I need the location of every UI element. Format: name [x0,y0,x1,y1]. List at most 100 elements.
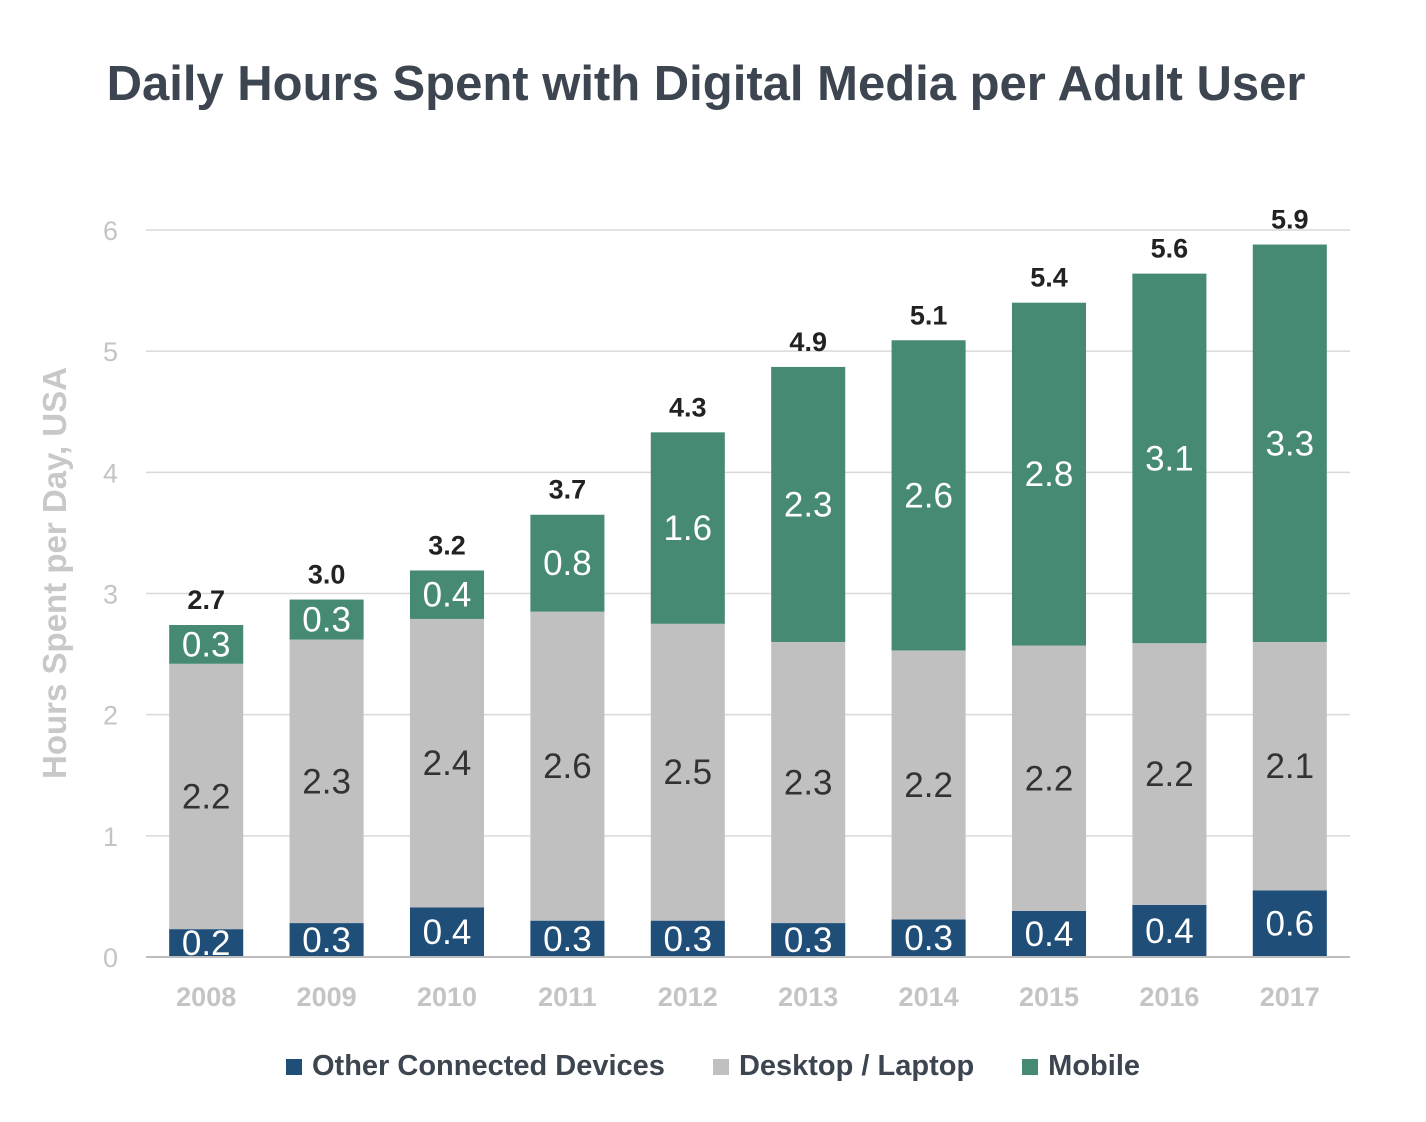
bar-segment [771,641,846,924]
bar-segment-label: 0.3 [302,601,351,640]
bar-segment [771,366,846,642]
bar-segment-label: 0.3 [182,625,231,664]
x-tick-label: 2010 [417,982,477,1012]
x-tick-label: 2016 [1139,982,1199,1012]
bar-segment [530,611,605,921]
bar-segment-label: 0.3 [784,921,833,960]
bar-segment-label: 0.4 [423,913,472,952]
bars: 0.22.20.32.70.32.30.33.00.42.40.43.20.32… [169,205,1327,963]
bar-segment-label: 3.3 [1265,424,1314,463]
bar-segment [289,639,364,924]
bar-segment [169,625,244,664]
bar-total-label: 5.1 [910,300,948,330]
bar-segment-label: 2.2 [1145,755,1194,794]
y-tick-label: 4 [103,458,118,488]
bar-segment-label: 2.1 [1265,747,1314,786]
legend-item: Desktop / Laptop [712,1050,975,1083]
bar-segment-label: 0.3 [302,921,351,960]
bar-segment-label: 0.8 [543,544,592,583]
y-axis-label: Hours Spent per Day, USA [36,367,73,779]
y-tick-label: 0 [103,943,118,973]
bar-segment-label: 0.3 [543,920,592,959]
legend-label: Other Connected Devices [311,1050,665,1082]
bar-segment-label: 0.3 [663,920,712,959]
bar-segment-label: 2.6 [543,747,592,786]
bar-segment [1011,302,1087,646]
bar-segment [650,920,725,957]
legend-swatch [1022,1058,1039,1075]
bar-total-label: 5.6 [1151,234,1189,264]
bar-segment [1132,643,1207,905]
bar-segment [891,919,966,957]
bar-segment-label: 2.2 [1025,759,1074,798]
x-tick-label: 2008 [176,982,236,1012]
bar-total-label: 4.9 [789,327,827,357]
bar-segment [1132,904,1207,957]
bar-segment-label: 2.6 [904,476,953,515]
bar-segment-label: 1.6 [663,509,712,548]
y-tick-label: 6 [103,216,118,246]
y-axis-ticks: 0 1 2 3 4 5 6 [103,216,118,973]
bar-segment [891,650,966,920]
bar-segment [530,920,605,957]
bar-segment-label: 2.3 [784,764,833,803]
legend-label: Mobile [1048,1050,1141,1082]
bar-segment [1252,641,1327,891]
legend: Other Connected Devices Desktop / Laptop M… [0,1050,1426,1083]
bar-segment [771,923,846,957]
legend-swatch [712,1058,729,1075]
bar-segment [1252,890,1327,957]
bar-segment [650,623,725,921]
bar-segment [169,663,244,930]
y-tick-label: 2 [103,701,118,731]
bar-total-label: 4.3 [669,392,707,422]
bar-segment [289,599,364,640]
bar-total-label: 2.7 [187,585,225,615]
x-tick-label: 2015 [1019,982,1079,1012]
bar-segment [1132,273,1207,644]
bar-segment [409,570,485,619]
bar-segment-label: 0.4 [1145,912,1194,951]
legend-label: Desktop / Laptop [738,1050,975,1082]
x-tick-label: 2014 [899,982,959,1012]
x-tick-label: 2009 [297,982,357,1012]
y-tick-label: 5 [103,337,118,367]
bar-total-label: 3.0 [308,560,346,590]
bar-total-label: 5.4 [1030,263,1068,293]
bar-segment [1252,244,1327,642]
bar-segment [1011,645,1087,911]
bar-segment [409,618,485,908]
bar-segment-label: 0.6 [1265,905,1314,944]
bar-segment-label: 2.5 [663,753,712,792]
x-tick-label: 2017 [1260,982,1320,1012]
x-tick-label: 2012 [658,982,718,1012]
chart-title: Daily Hours Spent with Digital Media per… [106,57,1306,111]
bar-segment-label: 2.4 [423,744,472,783]
bar-segment [891,340,966,651]
bar-segment [530,514,605,612]
bar-segment-label: 0.4 [1025,915,1074,954]
legend-swatch [285,1058,302,1075]
bar-total-label: 3.7 [549,475,587,505]
bar-segment [650,432,725,624]
bar-segment-label: 3.1 [1145,439,1194,478]
y-tick-label: 3 [103,580,118,610]
legend-item: Mobile [1022,1050,1140,1083]
bar-segment [409,907,485,957]
bar-segment-label: 0.4 [423,576,472,615]
x-tick-label: 2011 [538,982,597,1012]
bar-total-label: 5.9 [1271,205,1309,235]
bar-segment [289,923,364,957]
bar-total-label: 3.2 [428,530,466,560]
bar-segment-label: 2.3 [784,485,833,524]
bar-segment-label: 0.3 [904,919,953,958]
legend-item: Other Connected Devices [285,1050,665,1083]
bar-segment-label: 2.2 [904,766,953,805]
y-tick-label: 1 [103,822,118,852]
bar-segment-label: 2.8 [1025,455,1074,494]
bar-segment-label: 2.3 [302,762,351,801]
bar-segment [169,929,244,957]
x-tick-label: 2013 [778,982,838,1012]
x-axis-ticks: 2008 2009 2010 2011 2012 2013 2014 2015 2016 2017 [176,982,1320,1012]
